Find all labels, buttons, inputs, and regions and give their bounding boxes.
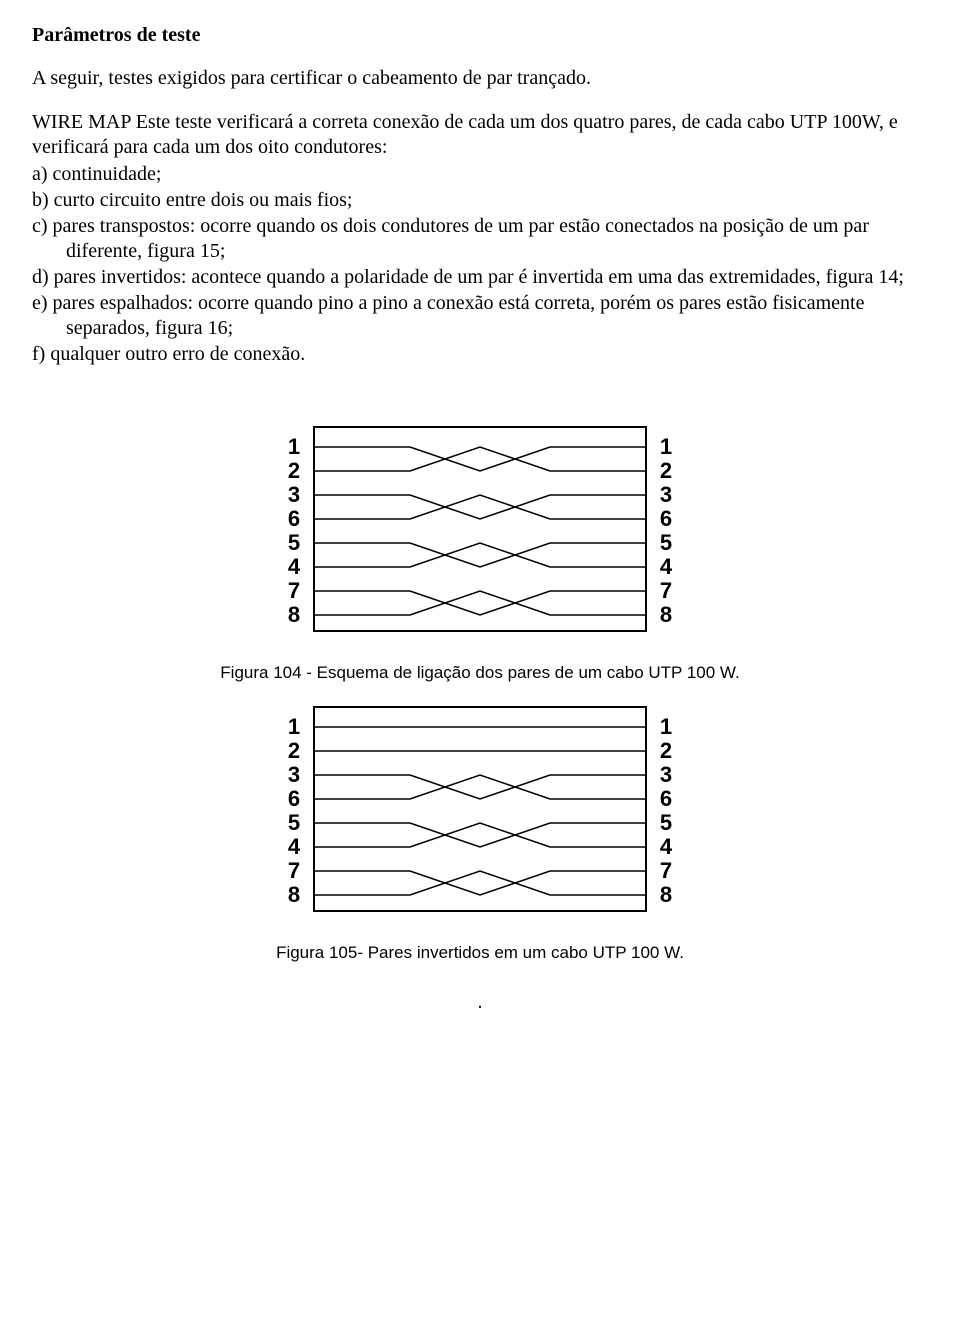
svg-text:3: 3: [660, 762, 672, 787]
section-title: Parâmetros de teste: [32, 24, 928, 47]
svg-text:8: 8: [660, 882, 672, 907]
list-item-text: c) pares transpostos: ocorre quando os d…: [32, 214, 928, 264]
figure-104-block: 1122336655447788 Figura 104 - Esquema de…: [32, 423, 928, 683]
figure-104-diagram: 1122336655447788: [32, 423, 928, 643]
list-item-text: d) pares invertidos: acontece quando a p…: [32, 265, 928, 290]
figure-105-caption: Figura 105- Pares invertidos em um cabo …: [32, 943, 928, 963]
list-item: b) curto circuito entre dois ou mais fio…: [32, 188, 928, 213]
test-list: a) continuidade;b) curto circuito entre …: [32, 162, 928, 367]
svg-text:3: 3: [660, 482, 672, 507]
svg-text:1: 1: [288, 714, 300, 739]
list-item-text: a) continuidade;: [32, 162, 928, 187]
list-item: d) pares invertidos: acontece quando a p…: [32, 265, 928, 290]
svg-text:7: 7: [660, 858, 672, 883]
svg-text:7: 7: [288, 858, 300, 883]
svg-text:3: 3: [288, 482, 300, 507]
list-item: e) pares espalhados: ocorre quando pino …: [32, 291, 928, 341]
list-item: f) qualquer outro erro de conexão.: [32, 342, 928, 367]
svg-text:4: 4: [288, 834, 301, 859]
svg-text:5: 5: [660, 530, 672, 555]
svg-text:7: 7: [660, 578, 672, 603]
svg-text:6: 6: [288, 506, 300, 531]
svg-text:8: 8: [288, 602, 300, 627]
svg-text:1: 1: [288, 434, 300, 459]
list-item-text: e) pares espalhados: ocorre quando pino …: [32, 291, 928, 341]
figure-105-diagram: 1122336655447788: [32, 703, 928, 923]
svg-text:2: 2: [288, 738, 300, 763]
figure-104-caption: Figura 104 - Esquema de ligação dos pare…: [32, 663, 928, 683]
svg-text:4: 4: [660, 834, 673, 859]
svg-text:5: 5: [660, 810, 672, 835]
figure-105-block: 1122336655447788 Figura 105- Pares inver…: [32, 703, 928, 963]
svg-text:2: 2: [288, 458, 300, 483]
svg-text:8: 8: [660, 602, 672, 627]
svg-text:1: 1: [660, 434, 672, 459]
list-item-text: f) qualquer outro erro de conexão.: [32, 342, 928, 367]
svg-text:1: 1: [660, 714, 672, 739]
list-item-text: b) curto circuito entre dois ou mais fio…: [32, 188, 928, 213]
svg-text:4: 4: [288, 554, 301, 579]
svg-text:2: 2: [660, 738, 672, 763]
svg-text:6: 6: [288, 786, 300, 811]
svg-text:8: 8: [288, 882, 300, 907]
svg-text:6: 6: [660, 786, 672, 811]
svg-text:6: 6: [660, 506, 672, 531]
svg-text:3: 3: [288, 762, 300, 787]
intro-text: A seguir, testes exigidos para certifica…: [32, 67, 928, 90]
footer-dot: .: [32, 991, 928, 1014]
lead-paragraph: WIRE MAP Este teste verificará a correta…: [32, 110, 928, 160]
list-item: c) pares transpostos: ocorre quando os d…: [32, 214, 928, 264]
list-item: a) continuidade;: [32, 162, 928, 187]
svg-text:4: 4: [660, 554, 673, 579]
svg-text:5: 5: [288, 810, 300, 835]
svg-text:5: 5: [288, 530, 300, 555]
svg-text:7: 7: [288, 578, 300, 603]
svg-text:2: 2: [660, 458, 672, 483]
